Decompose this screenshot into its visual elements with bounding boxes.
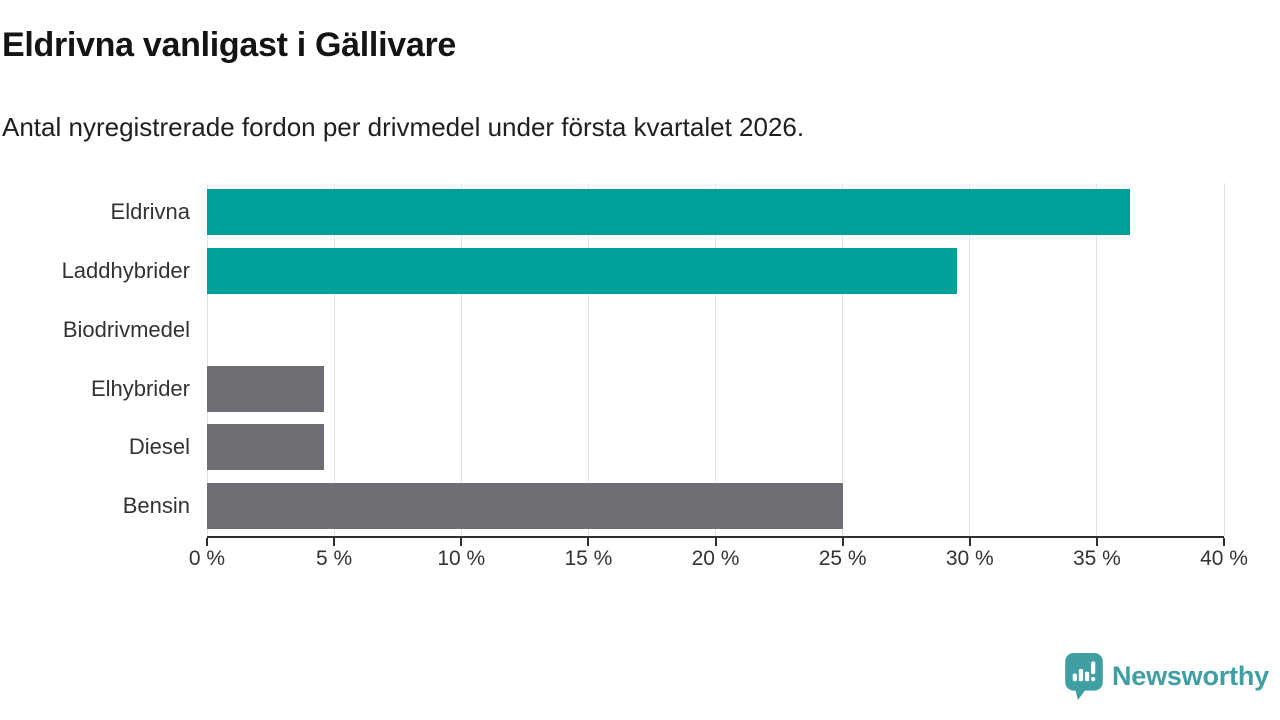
y-label-laddhybrider: Laddhybrider	[61, 257, 190, 283]
x-tick-20	[714, 538, 717, 546]
x-tick-label-15: 15 %	[564, 547, 613, 570]
x-tick-15	[587, 538, 590, 546]
y-label-elhybrider: Elhybrider	[90, 375, 190, 401]
gridline-40	[1223, 183, 1225, 536]
chart-subtitle: Antal nyregistrerade fordon per drivmede…	[2, 112, 805, 142]
chart-title: Eldrivna vanligast i Gällivare	[2, 26, 456, 64]
x-tick-label-10: 10 %	[437, 547, 486, 570]
gridline-10	[460, 183, 462, 536]
x-tick-40	[1223, 538, 1225, 546]
plot-area: 0 % 5 % 10 % 15 % 20 % 25 % 30 % 35 % 40 %	[189, 183, 1248, 570]
x-tick-label-30: 30 %	[945, 547, 994, 570]
x-tick-label-25: 25 %	[818, 547, 867, 570]
x-tick-5	[333, 538, 336, 546]
y-label-diesel: Diesel	[128, 434, 190, 460]
newsworthy-logo: Newsworthy	[1065, 653, 1269, 700]
bar-bensin	[207, 483, 843, 530]
y-label-eldrivna: Eldrivna	[110, 199, 190, 225]
gridline-15	[587, 183, 589, 536]
gridline-20	[715, 183, 716, 536]
x-tick-25	[841, 538, 844, 546]
y-axis-labels: Eldrivna Laddhybrider Biodrivmedel Elhybrid…	[0, 183, 190, 536]
x-tick-label-35: 35 %	[1072, 547, 1121, 570]
bar-eldrivna	[207, 189, 1130, 236]
y-label-biodrivmedel: Biodrivmedel	[62, 316, 190, 342]
bar-elhybrider	[207, 365, 324, 412]
gridline-0	[206, 183, 208, 536]
x-tick-label-40: 40 %	[1200, 547, 1248, 570]
bar-laddhybrider	[207, 247, 958, 294]
gridline-35	[1096, 183, 1098, 536]
x-tick-label-20: 20 %	[691, 547, 740, 570]
x-tick-10	[460, 538, 463, 546]
gridline-25	[842, 183, 844, 536]
bar-diesel	[207, 424, 324, 471]
x-tick-0	[206, 538, 208, 546]
y-label-bensin: Bensin	[122, 493, 190, 519]
gridline-30	[969, 183, 971, 536]
newsworthy-logo-text: Newsworthy	[1111, 661, 1269, 691]
x-tick-35	[1095, 538, 1098, 546]
x-tick-30	[968, 538, 971, 546]
newsworthy-speech-bubble-chart-icon	[1065, 653, 1103, 700]
x-axis-line	[207, 536, 1224, 538]
gridline-5	[333, 183, 335, 536]
x-tick-label-5: 5 %	[316, 547, 353, 570]
x-tick-label-0: 0 %	[188, 547, 226, 570]
